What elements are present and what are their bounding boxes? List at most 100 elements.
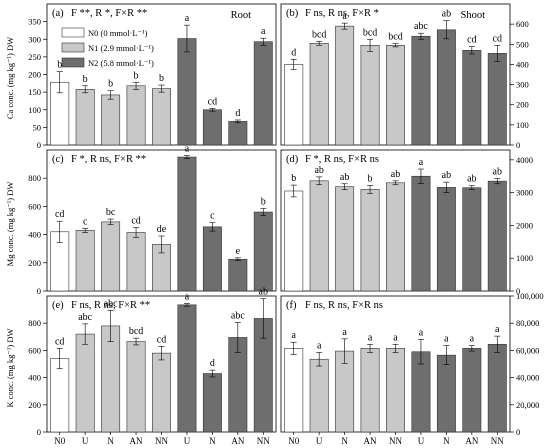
x-tick-label-e-2: N	[107, 436, 114, 446]
significance-letter-c-3: cd	[131, 216, 140, 227]
bar-a-4	[152, 88, 171, 146]
significance-letter-e-7: abc	[231, 311, 245, 322]
bar-f-8	[487, 343, 507, 433]
significance-letter-b-8: cd	[493, 33, 502, 44]
y-tick-label-d: 1000	[516, 253, 533, 263]
significance-letter-d-1: ab	[314, 165, 323, 176]
y-tick-label-c: 600	[28, 201, 41, 211]
panel-stats-d: F *, R ns, F×R ns	[305, 154, 379, 165]
panel-label-b: (b)	[286, 8, 299, 19]
panel-stats-b: F ns, R ns, F×R *	[305, 8, 379, 19]
x-tick-label-e-3: AN	[130, 436, 143, 446]
bar-c-8	[253, 211, 273, 292]
significance-letter-a-7: d	[235, 108, 240, 119]
legend-label-n0: N0 (0 mmol·L⁻¹)	[88, 28, 148, 38]
y-tick-label-e: 0	[37, 427, 41, 437]
bar-c-1	[75, 230, 95, 292]
significance-letter-b-4: bcd	[388, 32, 402, 43]
significance-letter-f-2: a	[342, 327, 347, 338]
y-tick-label-b: 500	[516, 39, 529, 49]
significance-letter-c-4: de	[157, 224, 167, 235]
bar-c-5	[177, 156, 197, 292]
bar-b-3	[360, 44, 380, 146]
significance-letter-e-3: bcd	[129, 326, 143, 337]
y-label-ca: Ca conc. (mg kg⁻¹) DW	[5, 37, 15, 119]
x-tick-label-e-1: U	[82, 436, 89, 446]
y-tick-label-d: 2000	[516, 220, 533, 230]
significance-letter-a-6: cd	[208, 96, 217, 107]
y-tick-label-f: 80,000	[516, 318, 539, 328]
bar-d-7	[462, 187, 482, 292]
significance-letter-c-5: a	[185, 144, 190, 155]
significance-letter-a-0: b	[57, 60, 62, 71]
panel-stats-f: F ns, R ns, F×R ns	[305, 300, 383, 311]
y-tick-label-d: 0	[516, 286, 520, 296]
legend-swatch-n1	[61, 42, 85, 53]
bar-e-1	[75, 333, 95, 433]
bar-d-8	[487, 180, 507, 292]
panel-stats-c: F *, R ns, F×R **	[71, 154, 146, 165]
significance-letter-e-1: abc	[78, 312, 92, 323]
panel-label-e: (e)	[52, 300, 64, 311]
legend: N0 (0 mmol·L⁻¹) N1 (2.9 mmol·L⁻¹) N2 (5.…	[61, 27, 154, 68]
significance-letter-c-6: c	[210, 211, 215, 222]
x-tick-label-e-4: NN	[155, 436, 168, 446]
bar-a-6	[202, 109, 222, 146]
significance-letter-e-6: d	[210, 358, 215, 369]
bar-b-6	[436, 29, 456, 146]
significance-letter-c-2: bc	[106, 207, 116, 218]
bar-f-1	[309, 358, 329, 433]
y-tick-label-e: 200	[28, 400, 41, 410]
bar-b-0	[284, 64, 304, 146]
y-tick-label-b: 300	[516, 80, 529, 90]
significance-letter-a-8: a	[261, 26, 266, 37]
significance-letter-f-4: a	[393, 332, 398, 343]
legend-swatch-n2	[61, 57, 85, 68]
significance-letter-f-7: a	[470, 334, 475, 345]
x-tick-label-e-5: U	[184, 436, 191, 446]
significance-letter-a-4: b	[159, 73, 164, 84]
y-tick-label-a: 0	[37, 140, 41, 150]
y-tick-label-a: 350	[28, 17, 41, 27]
significance-letter-b-2: a	[342, 11, 347, 22]
bar-c-2	[101, 221, 121, 292]
significance-letter-b-6: ab	[442, 9, 451, 20]
significance-letter-f-1: a	[317, 340, 322, 351]
y-label-k: K conc. (mg kg⁻¹) DW	[5, 328, 15, 407]
panel-label-a: (a)	[52, 8, 64, 19]
x-tick-label-e-7: AN	[231, 436, 244, 446]
panel-label-d: (d)	[286, 154, 299, 165]
x-tick-label-e-8: NN	[257, 436, 270, 446]
y-tick-label-e: 600	[28, 345, 41, 355]
significance-letter-d-8: ab	[493, 167, 502, 178]
bar-b-2	[335, 25, 355, 146]
legend-label-n2: N2 (5.8 mmol·L⁻¹)	[88, 58, 154, 68]
panel-label-c: (c)	[52, 154, 64, 165]
bar-a-7	[228, 121, 248, 146]
significance-letter-a-5: a	[185, 13, 190, 24]
bar-f-7	[462, 348, 482, 433]
bar-a-2	[101, 94, 121, 146]
y-tick-label-f: 20,000	[516, 400, 539, 410]
bar-b-1	[309, 42, 329, 146]
significance-letter-e-2: abc	[104, 298, 118, 309]
significance-letter-e-5: a	[185, 291, 190, 302]
significance-letter-d-5: a	[419, 157, 424, 168]
significance-letter-c-7: e	[236, 246, 241, 257]
legend-label-n1: N1 (2.9 mmol·L⁻¹)	[88, 43, 154, 53]
bar-e-5	[177, 304, 197, 433]
bar-d-4	[386, 182, 405, 292]
y-tick-label-a: 50	[33, 122, 42, 132]
significance-letter-b-5: abc	[414, 21, 428, 32]
bar-b-4	[386, 44, 405, 146]
bar-a-3	[126, 85, 146, 146]
panel-label-f: (f)	[286, 300, 297, 311]
significance-letter-f-6: a	[444, 334, 449, 345]
bar-a-8	[253, 41, 273, 146]
bar-a-5	[177, 38, 197, 146]
legend-swatch-n0	[61, 27, 85, 38]
significance-letter-a-1: b	[83, 74, 88, 85]
bar-d-0	[284, 190, 304, 292]
